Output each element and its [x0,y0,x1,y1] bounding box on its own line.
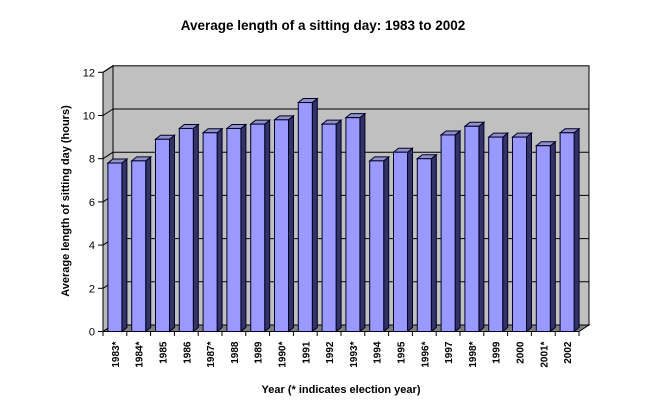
bar-side-face [240,123,247,333]
bar-side-face [288,114,294,333]
bar-1998*[interactable] [463,121,486,333]
bar-side-face [335,119,342,333]
bar-front-face [107,162,123,332]
wall-tick-8 [102,151,114,160]
bar-front-face [416,158,432,332]
y-tick-label-10: 10 [83,111,95,123]
bar-1984*[interactable] [130,155,153,333]
x-category-label-1988: 1988 [230,341,241,364]
bar-front-face [297,102,313,333]
bar-front-face [488,136,504,332]
bar-2001*[interactable] [534,140,557,333]
x-category-label-2001*: 2001* [539,341,550,367]
y-tick-label-2: 2 [89,283,95,295]
bar-side-face [192,123,199,333]
bar-1988[interactable] [225,123,248,333]
x-category-label-1985: 1985 [159,341,170,364]
bar-side-face [454,129,461,333]
bar-side-face [430,153,437,333]
bar-side-face [264,119,271,333]
x-category-label-1999: 1999 [492,341,503,364]
bar-1999[interactable] [487,132,510,333]
bar-side-face [407,147,413,333]
x-axis-title: Year (* indicates election year) [261,384,421,396]
bar-1997[interactable] [439,129,462,333]
bar-1985[interactable] [154,134,176,333]
y-tick-label-4: 4 [89,240,95,252]
bar-front-face [559,132,575,332]
bar-1987*[interactable] [201,127,224,333]
bar-front-face [226,127,242,332]
bar-1986[interactable] [177,123,200,333]
y-tick-label-0: 0 [89,327,95,339]
bar-front-face [393,151,408,332]
y-axis-title: Average length of sitting day (hours) [60,105,72,297]
x-category-label-1995: 1995 [397,341,408,364]
bar-front-face [274,119,289,332]
bar-1995[interactable] [392,147,414,333]
bar-side-face [526,132,532,333]
x-category-label-1998*: 1998* [468,341,479,367]
x-category-label-1989: 1989 [254,341,265,364]
bar-front-face [440,134,456,332]
bar-front-face [535,145,551,332]
bar-front-face [512,136,527,332]
x-category-label-1991: 1991 [301,341,312,364]
bar-side-face [359,112,366,333]
x-category-label-1984*: 1984* [135,341,146,367]
bar-1983*[interactable] [106,157,129,333]
bar-front-face [369,160,385,332]
bar-1994[interactable] [368,155,391,333]
bar-front-face [131,160,147,332]
y-tick-label-6: 6 [89,197,95,209]
bar-side-face [478,121,485,333]
bar-side-face [121,157,128,333]
y-tick-label-12: 12 [83,67,95,79]
x-category-label-1983*: 1983* [111,341,122,367]
bar-front-face [155,138,170,332]
chart-title: Average length of a sitting day: 1983 to… [180,18,466,33]
bar-side-face [169,134,175,333]
bar-1989[interactable] [249,119,272,333]
bar-1992[interactable] [320,119,343,333]
bar-1993*[interactable] [344,112,367,333]
x-category-label-1996*: 1996* [420,341,431,367]
bar-1996*[interactable] [415,153,438,333]
x-category-label-1993*: 1993* [349,341,360,367]
x-category-label-1987*: 1987* [206,341,217,367]
bar-front-face [464,125,480,332]
bar-front-face [345,117,361,332]
y-tick-label-8: 8 [89,154,95,166]
bar-side-face [383,155,390,333]
bar-side-face [549,140,556,333]
bar-2000[interactable] [511,132,533,333]
bar-1991[interactable] [296,97,319,333]
x-category-label-1990*: 1990* [278,341,289,367]
bar-2002[interactable] [558,127,581,333]
bar-side-face [502,132,509,333]
bar-1990*[interactable] [273,114,295,333]
x-category-label-1992: 1992 [325,341,336,364]
x-category-label-1997: 1997 [444,341,455,364]
bar-side-face [311,97,318,333]
bar-front-face [202,132,218,332]
bar-side-face [216,127,223,333]
x-category-label-1994: 1994 [373,341,384,364]
bar-front-face [250,123,266,332]
x-category-label-2000: 2000 [516,341,527,364]
bar-side-face [145,155,152,333]
x-category-label-1986: 1986 [182,341,193,364]
bar-front-face [321,123,337,332]
bar-front-face [178,127,194,332]
bar-side-face [573,127,580,333]
wall-tick-12 [102,65,114,73]
x-category-label-2002: 2002 [563,341,574,364]
wall-tick-10 [102,108,114,116]
